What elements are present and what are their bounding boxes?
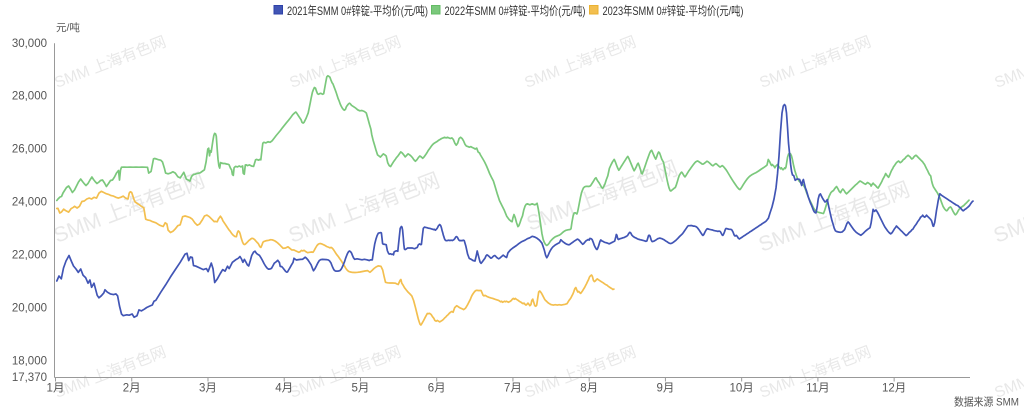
svg-text:24,000: 24,000 bbox=[12, 197, 47, 209]
svg-text:9月: 9月 bbox=[656, 383, 674, 395]
svg-text:28,000: 28,000 bbox=[12, 91, 47, 103]
svg-text:SMM 上海有色网: SMM 上海有色网 bbox=[52, 33, 169, 92]
svg-text:SMM 上海有色网: SMM 上海有色网 bbox=[757, 33, 874, 92]
svg-text:SMM 上海有色网: SMM 上海有色网 bbox=[286, 169, 443, 248]
svg-text:SMM 上海有色网: SMM 上海有色网 bbox=[522, 33, 639, 92]
svg-text:2022年SMM 0#锌锭-平均价(元/吨): 2022年SMM 0#锌锭-平均价(元/吨) bbox=[445, 4, 586, 18]
svg-text:SMM 上海有色网: SMM 上海有色网 bbox=[992, 33, 1024, 92]
svg-text:SMM 上海有色网: SMM 上海有色网 bbox=[524, 157, 681, 236]
svg-text:2月: 2月 bbox=[123, 383, 141, 395]
svg-text:17,370: 17,370 bbox=[12, 372, 47, 384]
svg-text:7月: 7月 bbox=[504, 383, 522, 395]
svg-text:SMM 上海有色网: SMM 上海有色网 bbox=[287, 343, 404, 402]
svg-text:SMM 上海有色网: SMM 上海有色网 bbox=[51, 169, 208, 248]
svg-text:3月: 3月 bbox=[199, 383, 217, 395]
svg-text:26,000: 26,000 bbox=[12, 144, 47, 156]
svg-text:30,000: 30,000 bbox=[12, 38, 47, 50]
svg-text:SMM 上海有色网: SMM 上海有色网 bbox=[992, 343, 1024, 402]
svg-text:18,000: 18,000 bbox=[12, 355, 47, 367]
svg-text:2021年SMM 0#锌锭-平均价(元/吨): 2021年SMM 0#锌锭-平均价(元/吨) bbox=[287, 4, 428, 18]
svg-text:20,000: 20,000 bbox=[12, 302, 47, 314]
svg-text:22,000: 22,000 bbox=[12, 250, 47, 262]
svg-text:6月: 6月 bbox=[428, 383, 446, 395]
svg-text:11月: 11月 bbox=[806, 383, 829, 395]
svg-text:5月: 5月 bbox=[352, 383, 370, 395]
svg-text:元/吨: 元/吨 bbox=[56, 21, 80, 34]
svg-text:SMM 上海有色网: SMM 上海有色网 bbox=[991, 169, 1024, 248]
svg-text:SMM 上海有色网: SMM 上海有色网 bbox=[287, 33, 404, 92]
svg-text:SMM 上海有色网: SMM 上海有色网 bbox=[52, 343, 169, 402]
svg-text:2023年SMM 0#锌锭-平均价(元/吨): 2023年SMM 0#锌锭-平均价(元/吨) bbox=[603, 4, 744, 18]
svg-text:12月: 12月 bbox=[882, 383, 906, 395]
svg-text:1月: 1月 bbox=[47, 383, 65, 395]
svg-text:4月: 4月 bbox=[275, 383, 293, 395]
svg-text:数据来源 SMM: 数据来源 SMM bbox=[954, 395, 1019, 409]
svg-text:8月: 8月 bbox=[580, 383, 598, 395]
svg-text:10月: 10月 bbox=[730, 383, 754, 395]
